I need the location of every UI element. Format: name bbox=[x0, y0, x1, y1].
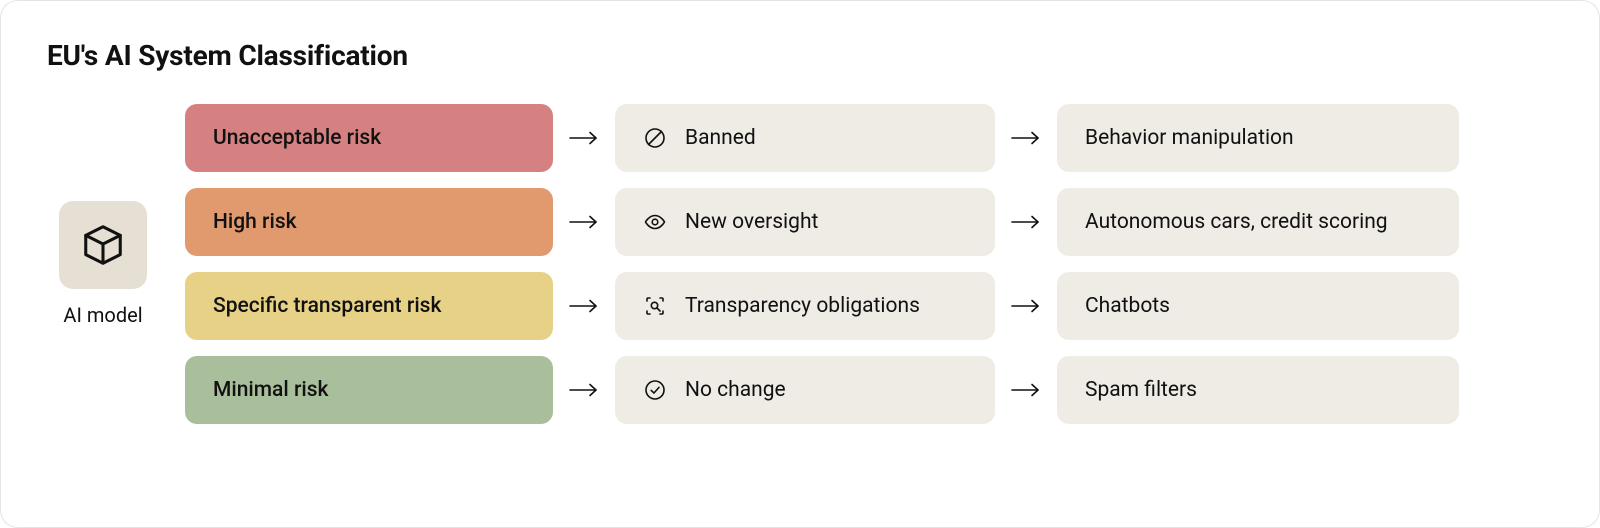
arrow-icon bbox=[569, 383, 599, 397]
example-pill: Chatbots bbox=[1057, 272, 1459, 340]
risk-pill: Minimal risk bbox=[185, 356, 553, 424]
risk-pill: High risk bbox=[185, 188, 553, 256]
status-label: Banned bbox=[685, 126, 756, 150]
ban-icon bbox=[643, 126, 667, 150]
scan-search-icon bbox=[643, 294, 667, 318]
example-label: Spam filters bbox=[1085, 378, 1197, 402]
source-label: AI model bbox=[63, 303, 142, 327]
status-label: New oversight bbox=[685, 210, 818, 234]
status-pill: Transparency obligations bbox=[615, 272, 995, 340]
risk-label: High risk bbox=[213, 210, 297, 234]
arrow-cell bbox=[995, 131, 1057, 145]
arrow-cell bbox=[553, 215, 615, 229]
check-circle-icon bbox=[643, 378, 667, 402]
status-pill: No change bbox=[615, 356, 995, 424]
arrow-cell bbox=[995, 383, 1057, 397]
risk-pill: Specific transparent risk bbox=[185, 272, 553, 340]
risk-label: Minimal risk bbox=[213, 378, 328, 402]
cube-icon bbox=[80, 222, 126, 268]
arrow-cell bbox=[553, 131, 615, 145]
source-column: AI model bbox=[47, 201, 159, 327]
diagram-title: EU's AI System Classification bbox=[47, 39, 1553, 72]
arrow-icon bbox=[569, 299, 599, 313]
example-label: Chatbots bbox=[1085, 294, 1170, 318]
risk-pill: Unacceptable risk bbox=[185, 104, 553, 172]
diagram-content: AI model Unacceptable risk Banned Behavior… bbox=[47, 104, 1553, 424]
risk-label: Unacceptable risk bbox=[213, 126, 381, 150]
example-pill: Behavior manipulation bbox=[1057, 104, 1459, 172]
risk-label: Specific transparent risk bbox=[213, 294, 441, 318]
status-pill: Banned bbox=[615, 104, 995, 172]
status-label: No change bbox=[685, 378, 786, 402]
arrow-icon bbox=[1011, 215, 1041, 229]
status-label: Transparency obligations bbox=[685, 294, 920, 318]
arrow-cell bbox=[995, 215, 1057, 229]
arrow-icon bbox=[1011, 383, 1041, 397]
example-pill: Spam filters bbox=[1057, 356, 1459, 424]
arrow-icon bbox=[569, 215, 599, 229]
source-box bbox=[59, 201, 147, 289]
classification-row: Minimal risk No change Spam filters bbox=[185, 356, 1553, 424]
arrow-icon bbox=[569, 131, 599, 145]
arrow-icon bbox=[1011, 299, 1041, 313]
rows-column: Unacceptable risk Banned Behavior manipula… bbox=[185, 104, 1553, 424]
example-pill: Autonomous cars, credit scoring bbox=[1057, 188, 1459, 256]
classification-row: Unacceptable risk Banned Behavior manipula… bbox=[185, 104, 1553, 172]
status-pill: New oversight bbox=[615, 188, 995, 256]
diagram-frame: EU's AI System Classification AI model U… bbox=[0, 0, 1600, 528]
classification-row: High risk New oversight Autonomous cars, c… bbox=[185, 188, 1553, 256]
arrow-cell bbox=[553, 383, 615, 397]
example-label: Autonomous cars, credit scoring bbox=[1085, 210, 1388, 234]
classification-row: Specific transparent risk Transparency ob… bbox=[185, 272, 1553, 340]
eye-icon bbox=[643, 210, 667, 234]
arrow-icon bbox=[1011, 131, 1041, 145]
arrow-cell bbox=[553, 299, 615, 313]
arrow-cell bbox=[995, 299, 1057, 313]
example-label: Behavior manipulation bbox=[1085, 126, 1294, 150]
